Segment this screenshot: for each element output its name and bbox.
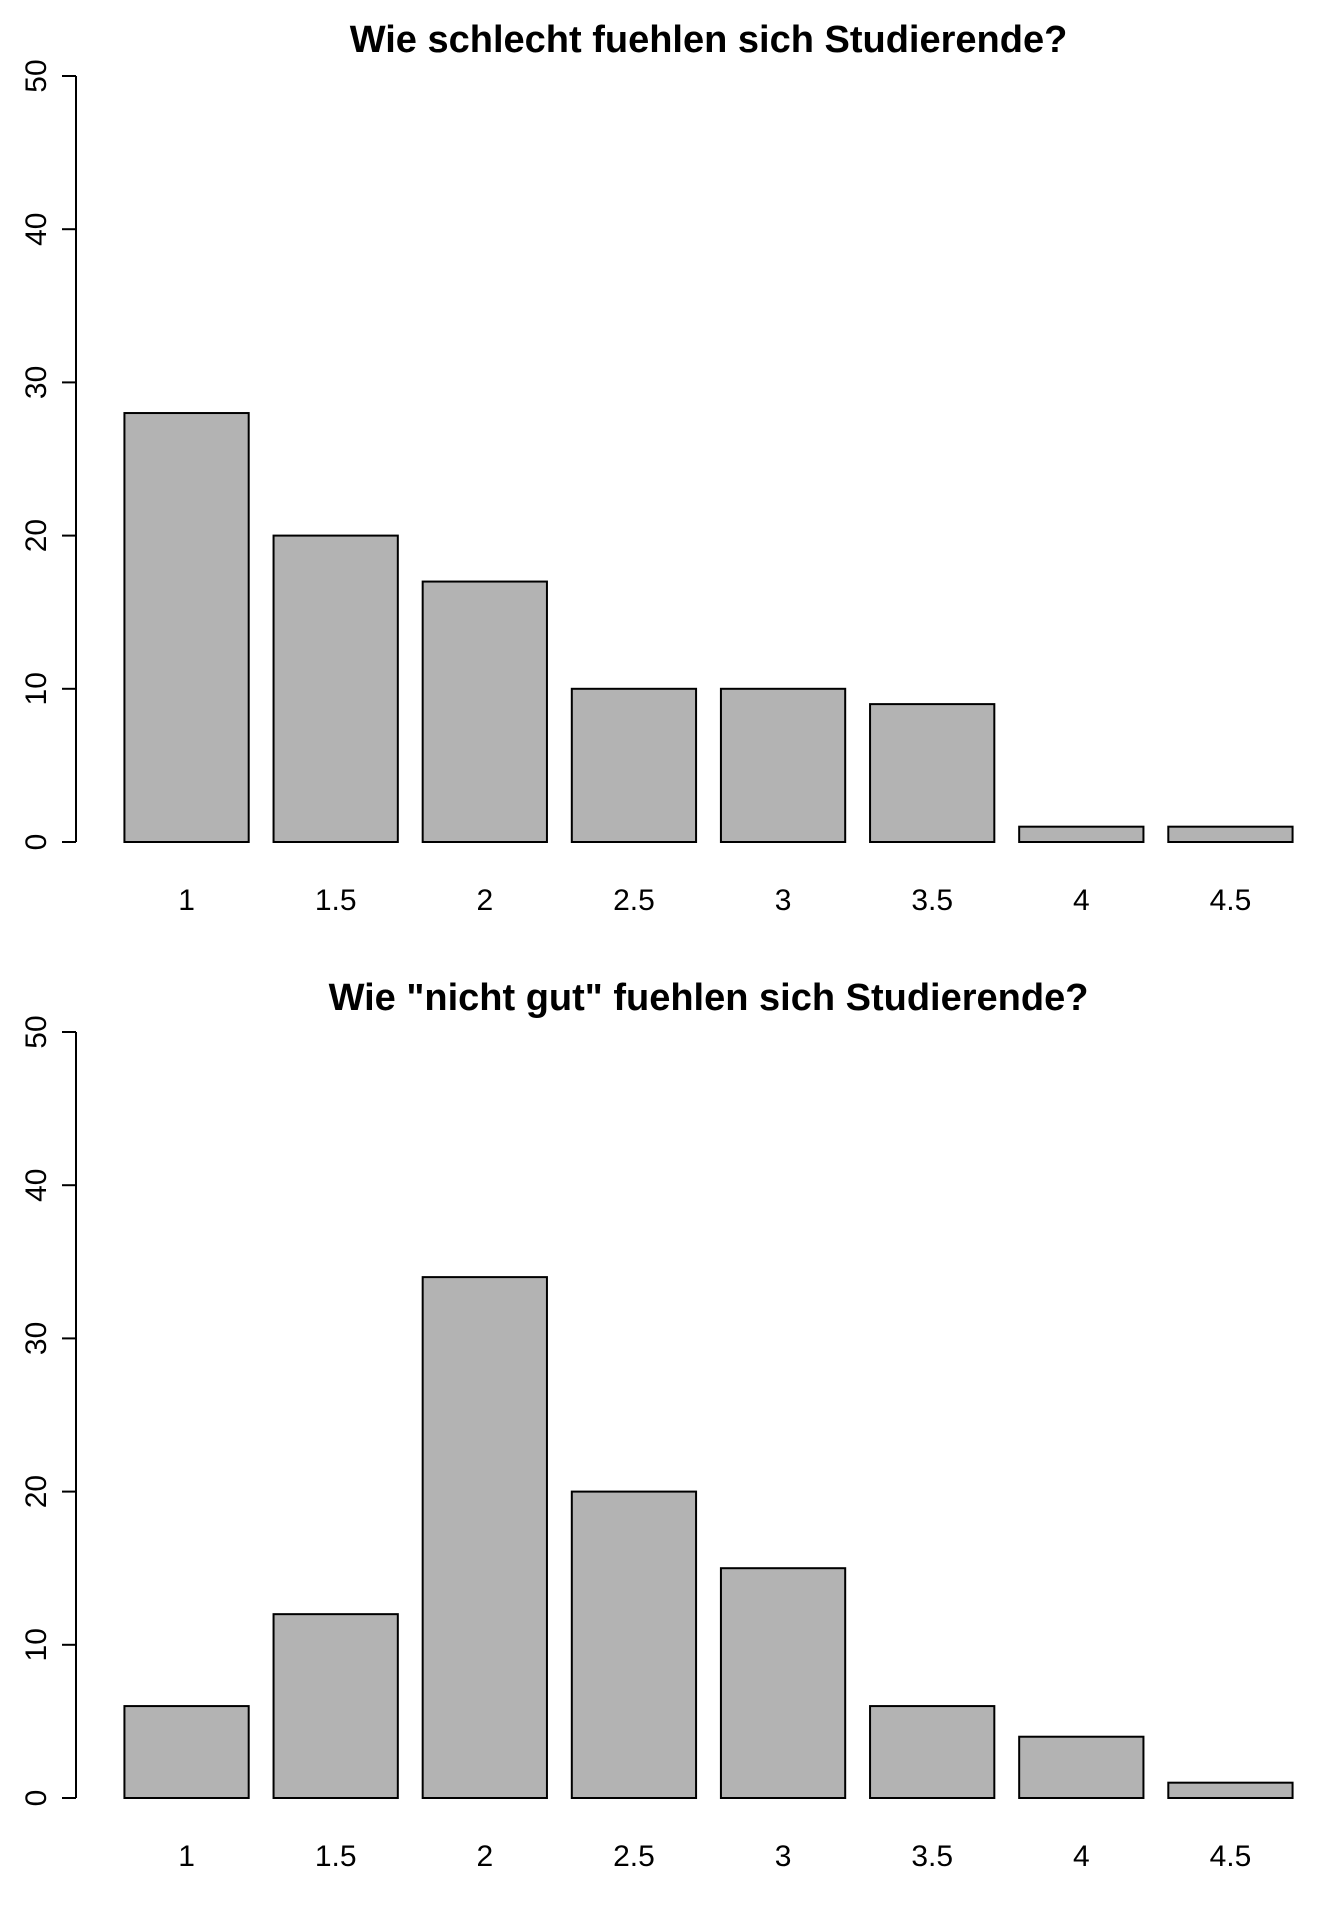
bar <box>272 534 399 843</box>
x-tick-label: 4.5 <box>1210 884 1252 917</box>
x-tick-label: 1 <box>178 1840 195 1873</box>
bar <box>1018 1735 1145 1799</box>
bar <box>123 1705 250 1799</box>
x-tick-label: 1.5 <box>315 884 357 917</box>
x-tick-label: 3.5 <box>911 1840 953 1873</box>
x-tick-label: 2.5 <box>613 1840 655 1873</box>
bar <box>1018 825 1145 843</box>
bar <box>1167 1781 1294 1800</box>
bar <box>719 1567 847 1799</box>
chart-top: Wie schlecht fuehlen sich Studierende? 0… <box>20 19 1294 917</box>
bar <box>869 703 996 843</box>
chart-bottom: Wie "nicht gut" fuehlen sich Studierende… <box>20 977 1294 1873</box>
x-tick-label: 1.5 <box>315 1840 357 1873</box>
y-tick-label: 0 <box>20 834 53 851</box>
y-tick-label: 0 <box>20 1790 53 1807</box>
x-tick-label: 4 <box>1073 1840 1090 1873</box>
bar <box>570 687 698 843</box>
bar <box>719 687 847 843</box>
bar <box>1167 825 1294 843</box>
bar <box>123 412 250 843</box>
x-tick-label: 4.5 <box>1210 1840 1252 1873</box>
x-tick-label: 4 <box>1073 884 1090 917</box>
y-tick-label: 50 <box>20 1015 53 1048</box>
y-tick-label: 30 <box>20 366 53 399</box>
x-tick-label: 2 <box>476 884 493 917</box>
chart-title: Wie "nicht gut" fuehlen sich Studierende… <box>329 977 1089 1019</box>
y-tick-label: 40 <box>20 1169 53 1202</box>
y-tick-label: 20 <box>20 1475 53 1508</box>
y-tick-label: 40 <box>20 213 53 246</box>
y-tick-label: 20 <box>20 519 53 552</box>
y-tick-label: 10 <box>20 672 53 705</box>
x-tick-label: 3.5 <box>911 884 953 917</box>
bar <box>421 580 548 843</box>
x-tick-label: 3 <box>775 884 792 917</box>
x-tick-label: 1 <box>178 884 195 917</box>
chart-title: Wie schlecht fuehlen sich Studierende? <box>350 19 1068 61</box>
y-tick-label: 30 <box>20 1322 53 1355</box>
bar <box>272 1613 399 1800</box>
x-tick-label: 3 <box>775 1840 792 1873</box>
bar <box>570 1490 698 1799</box>
x-tick-label: 2.5 <box>613 884 655 917</box>
y-tick-label: 10 <box>20 1628 53 1661</box>
x-tick-label: 2 <box>476 1840 493 1873</box>
y-tick-label: 50 <box>20 59 53 92</box>
bar <box>421 1276 548 1799</box>
bar <box>869 1705 996 1799</box>
